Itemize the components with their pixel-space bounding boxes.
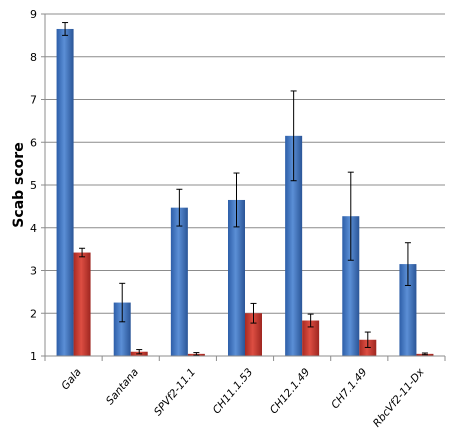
x-category-label: RbcVf2-11-Dx bbox=[371, 366, 427, 430]
bars bbox=[56, 28, 434, 357]
y-tick-label: 6 bbox=[30, 136, 37, 149]
y-axis-title: Scab score bbox=[11, 142, 27, 227]
bar-series-1-1 bbox=[113, 302, 131, 356]
y-tick-label: 4 bbox=[30, 222, 37, 235]
y-tick-label: 8 bbox=[30, 51, 37, 64]
y-tick-label: 9 bbox=[30, 8, 37, 21]
bar-series-1-2 bbox=[170, 207, 188, 356]
bar-series-1-0 bbox=[56, 28, 74, 357]
x-category-label: CH12.1.49 bbox=[268, 366, 313, 416]
x-category-label: Santana bbox=[104, 366, 141, 407]
bar-series-2-0 bbox=[73, 252, 91, 356]
bar-series-2-4 bbox=[302, 320, 320, 356]
bar-series-1-3 bbox=[228, 199, 245, 356]
x-category-label: CH11.1.53 bbox=[211, 366, 256, 416]
y-tick-label: 1 bbox=[30, 350, 37, 363]
x-category-label: Gala bbox=[59, 366, 84, 392]
error-bars bbox=[62, 22, 428, 356]
x-category-label: SPVf2-11.1 bbox=[152, 366, 198, 418]
y-tick-label: 5 bbox=[30, 179, 37, 192]
y-tick-label: 7 bbox=[30, 94, 37, 107]
bar-series-2-3 bbox=[245, 313, 262, 356]
bar-series-1-5 bbox=[342, 216, 360, 356]
bar-series-1-4 bbox=[285, 135, 303, 356]
y-tick-label: 2 bbox=[30, 307, 37, 320]
gridlines bbox=[45, 13, 445, 357]
bar-series-1-6 bbox=[399, 264, 417, 356]
y-tick-label: 3 bbox=[30, 265, 37, 278]
x-category-label: CH7.1.49 bbox=[329, 366, 370, 411]
